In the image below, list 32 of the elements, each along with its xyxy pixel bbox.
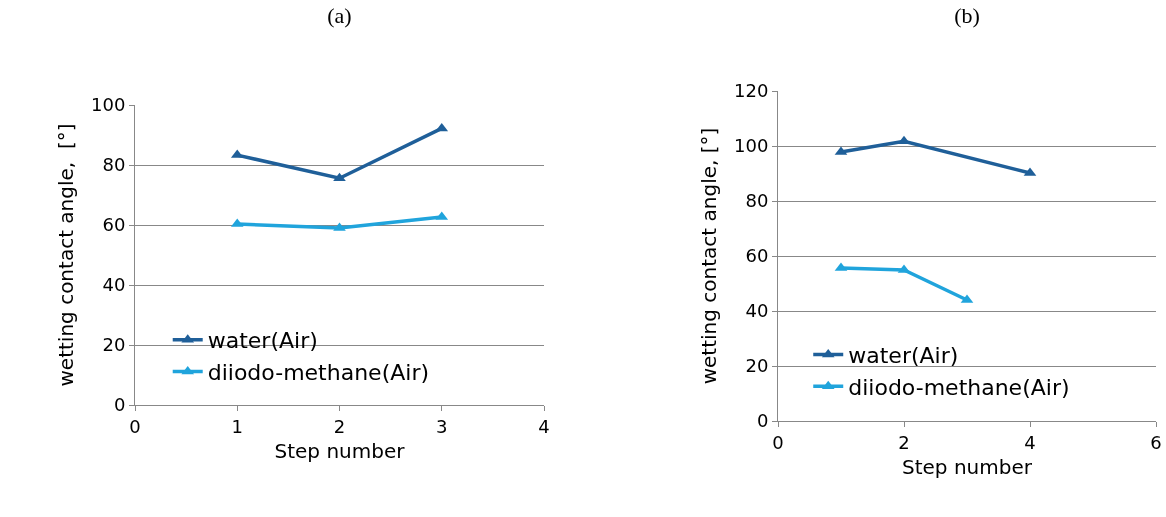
y-tick-label: 40 <box>745 300 769 322</box>
x-tick-label: 1 <box>231 415 243 437</box>
y-tick-label: 0 <box>113 394 126 416</box>
x-axis-title: Step number <box>902 455 1033 480</box>
y-tick-label: 120 <box>734 80 769 102</box>
x-tick-label: 0 <box>772 431 784 453</box>
x-tick-label: 4 <box>1024 431 1036 453</box>
y-tick-label: 60 <box>745 245 769 267</box>
x-tick-label: 3 <box>436 415 448 437</box>
y-tick-label: 60 <box>102 214 126 236</box>
y-tick-label: 80 <box>745 190 769 212</box>
y-axis-title: wetting contact angle, [°] <box>53 123 78 387</box>
x-tick-label: 2 <box>333 415 346 437</box>
legend-label: diiodo-methane(Air) <box>848 374 1070 400</box>
chart-title: (b) <box>954 3 980 29</box>
x-tick-label: 0 <box>129 415 141 437</box>
legend-label: water(Air) <box>848 343 959 369</box>
legend-label: water(Air) <box>207 328 318 354</box>
y-tick-label: 40 <box>102 274 126 296</box>
point <box>435 122 449 132</box>
x-tick-label: 2 <box>898 431 910 453</box>
x-axis-title: Step number <box>274 439 406 464</box>
y-tick-label: 20 <box>745 355 769 377</box>
y-tick-label: 80 <box>102 154 126 176</box>
x-tick-label: 4 <box>538 415 550 437</box>
x-tick-label: 6 <box>1150 431 1162 453</box>
legend-label: diiodo-methane(Air) <box>207 359 430 385</box>
y-axis-title: wetting contact angle, [°] <box>696 127 721 385</box>
y-tick-label: 100 <box>734 135 769 157</box>
y-tick-label: 20 <box>102 334 126 356</box>
chart-title: (a) <box>327 3 352 29</box>
y-tick-label: 100 <box>91 94 126 116</box>
